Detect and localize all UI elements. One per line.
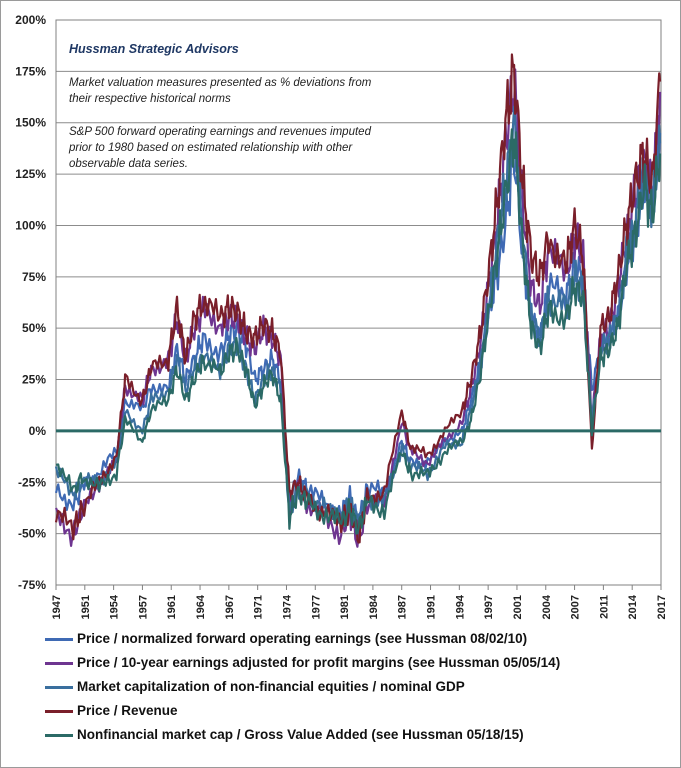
x-tick-label: 1977 [310,595,322,619]
legend-item: Price / normalized forward operating ear… [45,627,675,651]
legend-label: Nonfinancial market cap / Gross Value Ad… [77,727,524,742]
y-tick-label: 0% [29,424,47,438]
annotation-line-3: S&P 500 forward operating earnings and r… [69,126,372,138]
legend-item: Nonfinancial market cap / Gross Value Ad… [45,723,675,747]
y-tick-label: -50% [18,527,46,541]
legend-label: Price / 10-year earnings adjusted for pr… [77,655,561,670]
x-tick-label: 1994 [454,594,466,619]
x-tick-label: 2017 [656,595,668,619]
legend-swatch [45,710,73,713]
valuation-chart: -75% -50% -25% 0% 25% 50% 75% 100% 125% 150% 175% 2… [15,13,668,619]
x-tick-label: 1987 [397,595,409,619]
x-tick-label: 1981 [339,595,351,619]
x-tick-label: 2014 [627,594,639,619]
annotation-line-4: prior to 1980 based on estimated relatio… [68,142,353,154]
chart-title: Hussman Strategic Advisors [69,42,239,56]
series-line [54,53,662,544]
x-tick-label: 1984 [368,594,380,619]
chart-annotations: Hussman Strategic Advisors Market valuat… [68,42,372,170]
x-tick-label: 1971 [253,595,265,619]
annotation-line-2: their respective historical norms [69,93,231,105]
y-tick-label: 125% [15,167,46,181]
x-tick-label: 1961 [166,595,178,619]
legend-item: Price / 10-year earnings adjusted for pr… [45,651,675,675]
x-tick-label: 2001 [512,595,524,619]
x-tick-label: 2004 [541,594,553,619]
x-tick-label: 1991 [426,595,438,619]
y-tick-label: 25% [22,373,46,387]
legend-item: Price / Revenue [45,699,675,723]
legend-item: Market capitalization of non-financial e… [45,675,675,699]
x-tick-label: 1947 [51,595,63,619]
x-tick-label: 1957 [137,595,149,619]
legend-swatch [45,638,73,641]
x-tick-label: 1964 [195,594,207,619]
legend-swatch [45,734,73,737]
chart-legend: Price / normalized forward operating ear… [45,627,675,747]
y-tick-label: 200% [15,13,46,27]
x-tick-label: 1967 [224,595,236,619]
y-tick-label: -75% [18,578,46,592]
legend-swatch [45,686,73,689]
y-tick-label: 175% [15,64,46,78]
legend-label: Price / normalized forward operating ear… [77,631,528,646]
x-tick-label: 2011 [598,595,610,619]
y-tick-label: 50% [22,321,46,335]
annotation-line-1: Market valuation measures presented as %… [69,77,372,89]
x-tick-label: 1974 [281,594,293,619]
x-tick-label: 2007 [570,595,582,619]
legend-label: Market capitalization of non-financial e… [77,679,465,694]
x-tick-label: 1951 [80,595,92,619]
annotation-line-5: observable data series. [69,158,188,170]
y-tick-label: 150% [15,116,46,130]
legend-label: Price / Revenue [77,703,178,718]
series-line [55,128,662,535]
legend-swatch [45,662,73,665]
x-tick-label: 1997 [483,595,495,619]
y-tick-label: 100% [15,218,46,232]
x-tick-label: 1954 [109,594,121,619]
y-tick-label: 75% [22,270,46,284]
y-tick-label: -25% [18,475,46,489]
series-line [54,130,662,537]
